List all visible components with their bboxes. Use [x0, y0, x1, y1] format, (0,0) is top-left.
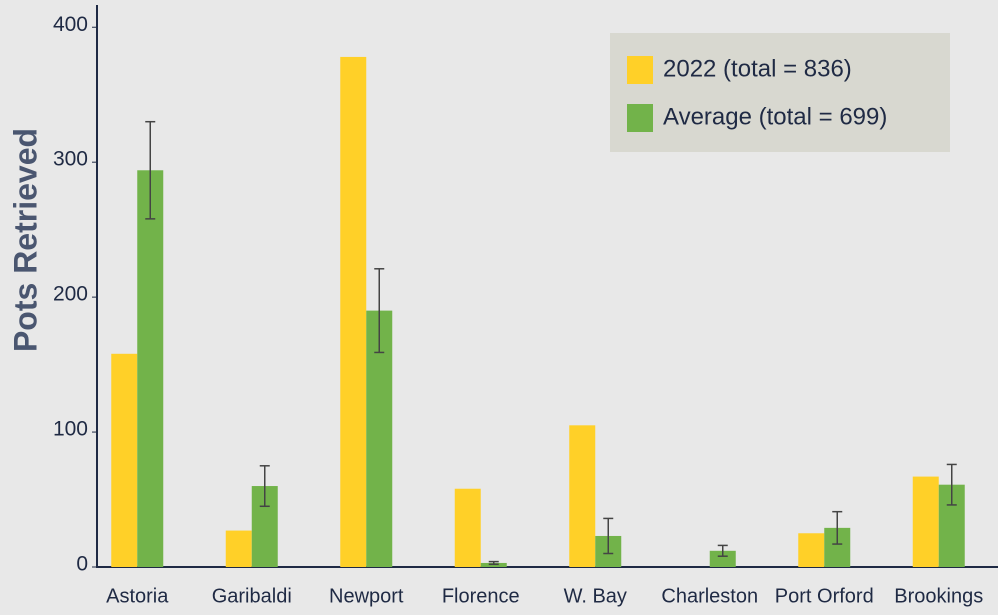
legend-label: 2022 (total = 836): [663, 55, 852, 82]
x-tick-label: Newport: [329, 585, 404, 607]
bar: [709, 550, 736, 567]
x-tick-label: Port Orford: [775, 585, 874, 607]
bar: [340, 56, 367, 568]
bar: [454, 488, 481, 567]
error-bar: [488, 560, 499, 566]
y-tick-label: 0: [76, 553, 88, 576]
error-bar: [946, 463, 957, 506]
x-tick-label: Charleston: [661, 585, 758, 607]
error-bar: [603, 517, 614, 555]
y-axis-label: Pots Retrieved: [7, 128, 43, 352]
legend-swatch: [627, 104, 653, 132]
y-tick-label: 200: [53, 283, 88, 306]
x-tick-label: W. Bay: [564, 585, 627, 607]
error-bar: [145, 120, 156, 220]
bar: [798, 533, 825, 567]
legend-box: [610, 33, 950, 152]
bar: [366, 310, 393, 567]
y-tick-label: 100: [53, 418, 88, 441]
error-bar: [832, 510, 843, 545]
legend-swatch: [627, 56, 653, 84]
bar: [225, 530, 252, 567]
bar: [111, 353, 138, 567]
bar: [137, 170, 164, 568]
error-bar: [374, 268, 385, 354]
x-tick-label: Garibaldi: [212, 585, 292, 607]
error-bar: [717, 544, 728, 557]
legend-label: Average (total = 699): [663, 103, 887, 130]
bar: [569, 425, 596, 567]
x-tick-label: Brookings: [894, 585, 983, 607]
error-bar: [259, 465, 270, 508]
x-tick-label: Astoria: [106, 585, 169, 607]
y-tick-label: 300: [53, 148, 88, 171]
x-tick-label: Florence: [442, 585, 520, 607]
y-tick-label: 400: [53, 13, 88, 36]
bar: [912, 476, 939, 567]
